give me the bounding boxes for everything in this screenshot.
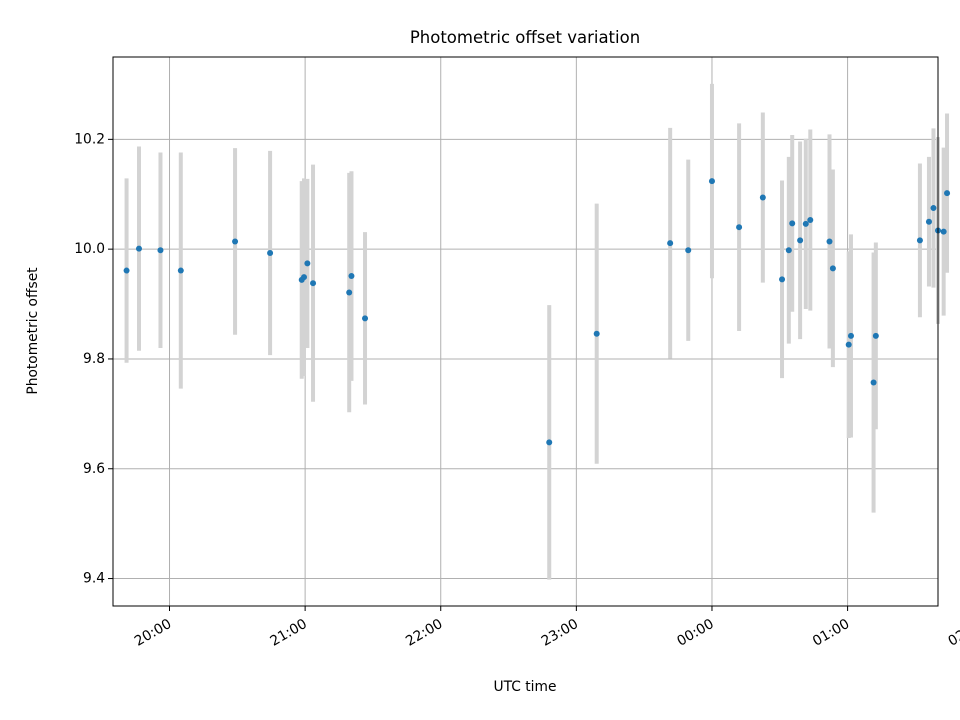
axes-frame (112, 56, 939, 607)
data-point (925, 218, 932, 225)
data-point (829, 265, 836, 272)
data-point (362, 315, 369, 322)
y-axis-label: Photometric offset (25, 267, 41, 395)
data-point (123, 267, 130, 274)
data-point (779, 276, 786, 283)
data-point (310, 280, 317, 287)
data-point (872, 332, 879, 339)
data-point (348, 273, 355, 280)
data-point (546, 439, 553, 446)
data-point (300, 274, 307, 281)
data-point (708, 178, 715, 185)
data-point (916, 237, 923, 244)
data-point (847, 332, 854, 339)
data-points (123, 178, 951, 446)
x-axis-label: UTC time (494, 679, 557, 695)
data-point (785, 247, 792, 254)
data-point (232, 238, 239, 245)
y-tick-label: 9.6 (83, 461, 105, 477)
data-point (304, 260, 311, 267)
data-point (826, 238, 833, 245)
data-point (940, 228, 947, 235)
data-point (736, 224, 743, 231)
data-point (346, 289, 353, 296)
data-point (157, 247, 164, 254)
data-point (797, 237, 804, 244)
data-point (802, 220, 809, 227)
y-tick-label: 10.0 (74, 241, 105, 257)
y-tick-label: 10.2 (74, 131, 105, 147)
data-point (789, 220, 796, 227)
data-point (177, 267, 184, 274)
data-point (593, 330, 600, 337)
chart-title: Photometric offset variation (410, 28, 640, 47)
y-gridlines (113, 138, 938, 580)
data-point (685, 247, 692, 254)
data-point (930, 204, 937, 211)
data-point (667, 240, 674, 247)
data-point (944, 190, 951, 197)
data-point (807, 217, 814, 224)
y-axis-ticks: 9.4 9.6 9.8 10.0 10.2 (74, 131, 113, 587)
y-tick-label: 9.8 (83, 351, 105, 367)
data-point (845, 341, 852, 348)
data-point (870, 379, 877, 386)
data-point (267, 249, 274, 256)
y-tick-label: 9.4 (83, 571, 105, 587)
data-point (759, 194, 766, 201)
data-point (135, 245, 142, 252)
